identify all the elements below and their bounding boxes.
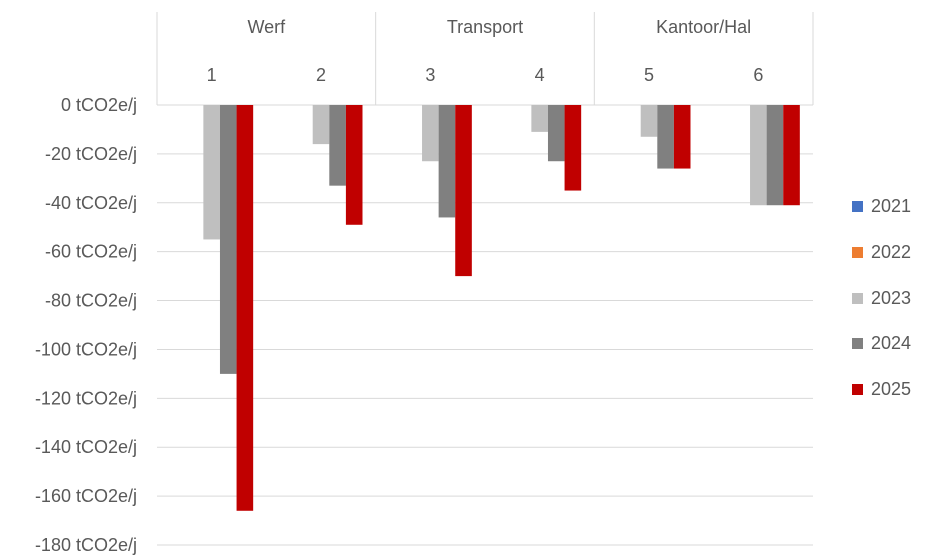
- bar-2023-5: [640, 105, 658, 137]
- bar-2025-1: [236, 105, 254, 511]
- legend-swatch: [852, 338, 863, 350]
- legend-item: 2021: [852, 184, 928, 230]
- legend-swatch: [852, 247, 863, 259]
- legend-label: 2025: [871, 379, 912, 400]
- legend-item: 2024: [852, 321, 928, 367]
- legend-swatch: [852, 292, 863, 304]
- bar-2023-3: [422, 105, 439, 162]
- y-tick-label: -120 tCO2e/j: [35, 388, 137, 408]
- bar-2025-5: [673, 105, 691, 169]
- bar-2024-5: [657, 105, 674, 169]
- bar-2024-1: [219, 105, 237, 374]
- y-tick-label: -100 tCO2e/j: [35, 339, 137, 359]
- bar-2025-6: [783, 105, 800, 206]
- bar-2024-4: [547, 105, 565, 162]
- bar-2025-4: [564, 105, 582, 191]
- bar-2023-4: [531, 105, 548, 132]
- legend-label: 2022: [871, 242, 912, 263]
- bar-2024-2: [329, 105, 346, 186]
- category-label: 3: [425, 65, 435, 85]
- bar-2024-3: [438, 105, 456, 218]
- category-label: 5: [644, 65, 654, 85]
- y-tick-label: -80 tCO2e/j: [45, 291, 137, 311]
- legend-item: 2025: [852, 367, 928, 413]
- y-tick-label: -180 tCO2e/j: [35, 535, 137, 555]
- bar-2025-3: [455, 105, 472, 277]
- legend-label: 2023: [871, 287, 912, 308]
- y-axis: 0 tCO2e/j -20 tCO2e/j -40 tCO2e/j -60 tCO2e…: [35, 95, 137, 555]
- legend-swatch: [852, 384, 863, 396]
- bar-2025-2: [345, 105, 363, 225]
- category-label: 2: [316, 65, 326, 85]
- bar-2023-6: [750, 105, 767, 206]
- y-tick-label: -160 tCO2e/j: [35, 486, 137, 506]
- y-tick-label: -20 tCO2e/j: [45, 144, 137, 164]
- bar-2024-6: [766, 105, 784, 206]
- y-tick-label: 0 tCO2e/j: [61, 95, 137, 115]
- y-tick-label: -60 tCO2e/j: [45, 242, 137, 262]
- gridlines: [157, 104, 813, 546]
- legend-item: 2022: [852, 230, 928, 276]
- legend-item: 2023: [852, 275, 928, 321]
- category-label: 4: [535, 65, 545, 85]
- legend: 2021 2022 2023 2024 2025: [852, 184, 928, 412]
- group-label: Kantoor/Hal: [656, 17, 751, 37]
- y-tick-label: -140 tCO2e/j: [35, 437, 137, 457]
- y-tick-label: -40 tCO2e/j: [45, 193, 137, 213]
- group-label: Werf: [247, 17, 286, 37]
- category-header: Werf Transport Kantoor/Hal 1 2 3 4 5 6: [156, 12, 814, 105]
- group-label: Transport: [447, 17, 523, 37]
- category-label: 6: [753, 65, 763, 85]
- bar-2023-2: [312, 105, 330, 145]
- bars: [203, 105, 800, 511]
- legend-label: 2024: [871, 333, 912, 354]
- legend-label: 2021: [871, 196, 912, 217]
- category-label: 1: [207, 65, 217, 85]
- legend-swatch: [852, 201, 863, 213]
- bar-2023-1: [203, 105, 220, 240]
